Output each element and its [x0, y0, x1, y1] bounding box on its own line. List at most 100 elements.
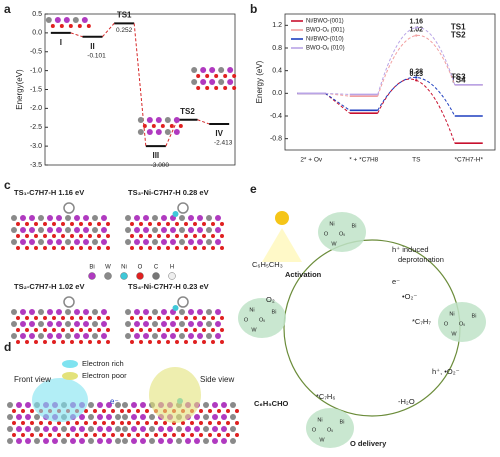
atom — [134, 215, 140, 221]
atom — [175, 316, 179, 320]
sun-icon — [275, 211, 289, 225]
atom — [25, 402, 31, 408]
atom — [43, 426, 49, 432]
atom — [209, 67, 216, 73]
atom — [148, 340, 152, 344]
atom — [166, 246, 170, 250]
atom — [173, 117, 180, 123]
atom — [158, 426, 164, 432]
atom — [52, 316, 56, 320]
ts-label: TS4 — [451, 75, 466, 84]
y-tick-label: -1.0 — [30, 67, 42, 74]
atom — [155, 129, 162, 135]
atom — [149, 438, 155, 444]
atom — [161, 215, 167, 221]
atom — [120, 421, 124, 425]
atom — [102, 409, 106, 413]
atom — [143, 215, 149, 221]
atom — [120, 409, 124, 413]
atom — [39, 433, 43, 437]
atom — [92, 215, 98, 221]
scheme-text: *C₇H₇ — [412, 317, 431, 326]
ts-point — [415, 26, 418, 29]
atom — [79, 426, 85, 432]
atom — [173, 129, 180, 135]
atom — [235, 433, 239, 437]
atom — [70, 316, 74, 320]
atom — [106, 402, 112, 408]
atom — [11, 321, 17, 327]
atom — [215, 333, 221, 339]
atom — [34, 340, 38, 344]
atom — [181, 421, 185, 425]
panel-label: a — [4, 2, 11, 16]
scheme-text: C₆H₅CHO — [254, 399, 289, 408]
atom — [145, 433, 149, 437]
atom — [61, 328, 65, 332]
site-label: Oᵥ — [459, 321, 465, 327]
atom — [179, 321, 185, 327]
atom — [83, 321, 89, 327]
atom — [167, 438, 173, 444]
atom — [16, 340, 20, 344]
atom — [211, 234, 215, 238]
atom — [206, 321, 212, 327]
value-label: -2.413 — [214, 140, 233, 147]
atom — [97, 316, 101, 320]
atom — [194, 414, 200, 420]
element-label: O — [138, 265, 143, 271]
scheme-text: deprotonation — [398, 255, 444, 264]
atom — [131, 414, 137, 420]
atom — [139, 316, 143, 320]
atom — [20, 239, 26, 245]
atom — [191, 67, 198, 73]
atom — [193, 340, 197, 344]
atom — [170, 333, 176, 339]
atom — [185, 426, 191, 432]
legend-label: Ni/BWO-(010) — [306, 37, 344, 43]
atom — [148, 222, 152, 226]
atom — [86, 24, 91, 28]
atom — [155, 117, 162, 123]
atom — [161, 321, 167, 327]
atom — [47, 333, 53, 339]
atom — [142, 124, 147, 128]
atom — [166, 316, 170, 320]
atom — [79, 222, 83, 226]
atom — [21, 409, 25, 413]
ts-curve — [377, 76, 456, 117]
atom — [52, 426, 58, 432]
atom — [154, 433, 158, 437]
y-tick-label: 1.2 — [272, 22, 282, 29]
atom — [235, 421, 239, 425]
density-cloud — [32, 378, 88, 422]
atom — [11, 239, 17, 245]
atom — [145, 409, 149, 413]
atom — [63, 17, 70, 23]
atom — [70, 438, 76, 444]
atom — [72, 17, 79, 23]
atom — [111, 433, 115, 437]
atom — [215, 309, 221, 315]
atom — [122, 402, 128, 408]
atom — [48, 421, 52, 425]
element-label: Ni — [121, 265, 127, 271]
atom — [52, 340, 56, 344]
atom — [218, 79, 225, 85]
connector — [325, 92, 350, 95]
atom — [170, 227, 176, 233]
legend-swatch — [62, 360, 78, 368]
atom — [38, 321, 44, 327]
atom — [158, 438, 164, 444]
atom — [212, 414, 218, 420]
atom — [205, 86, 210, 90]
caption: TS₃-Ni-C7H7-H 0.28 eV — [128, 188, 209, 197]
atom — [101, 239, 107, 245]
atom — [143, 309, 149, 315]
ts-point — [415, 76, 418, 79]
atom — [70, 222, 74, 226]
state-label: IV — [215, 129, 223, 138]
atom — [39, 421, 43, 425]
atom — [74, 239, 80, 245]
atom — [97, 414, 103, 420]
